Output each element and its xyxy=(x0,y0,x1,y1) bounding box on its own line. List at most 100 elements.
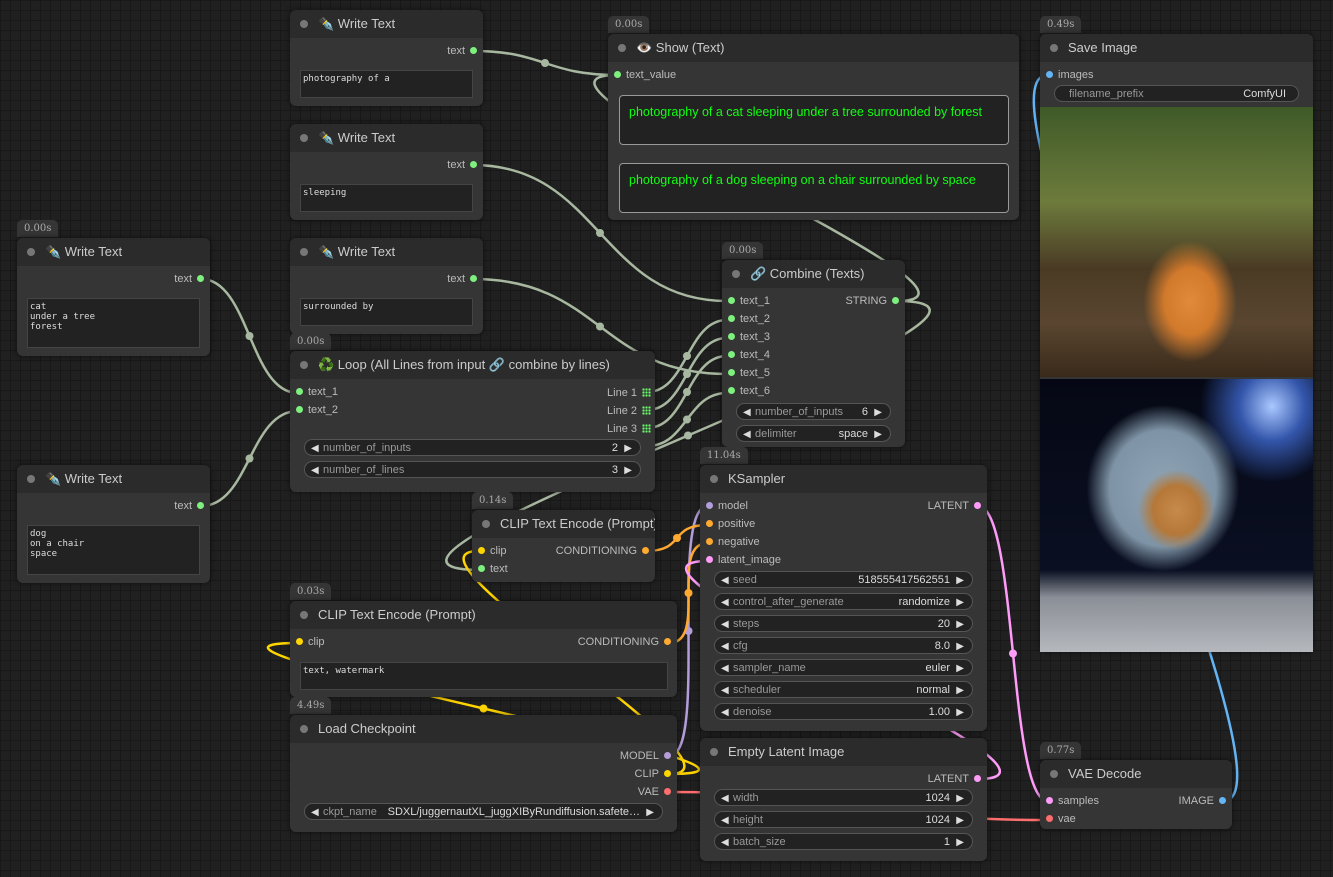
widget-steps[interactable]: ◀ ▶ steps 20 xyxy=(714,615,973,632)
widget-width[interactable]: ◀ ▶ width 1024 xyxy=(714,789,973,806)
list-output-icon[interactable] xyxy=(642,406,651,415)
arrow-right-icon[interactable]: ▶ xyxy=(624,443,632,454)
node-title-bar[interactable]: ✒️ Write Text xyxy=(290,10,483,38)
arrow-left-icon[interactable]: ◀ xyxy=(721,793,729,804)
slot-dot-icon[interactable] xyxy=(470,161,477,168)
node-title-bar[interactable]: ✒️ Write Text xyxy=(290,124,483,152)
slot-dot-icon[interactable] xyxy=(974,775,981,782)
slot-dot-icon[interactable] xyxy=(728,297,735,304)
wire-midpoint-handle[interactable] xyxy=(596,322,604,331)
slot-dot-icon[interactable] xyxy=(296,406,303,413)
node-loop[interactable]: ♻️ Loop (All Lines from input 🔗 combine … xyxy=(290,351,655,492)
slot-dot-icon[interactable] xyxy=(728,369,735,376)
node-title-bar[interactable]: ✒️ Write Text xyxy=(17,465,210,493)
node-show[interactable]: 👁️ Show (Text) text_value photography of a… xyxy=(608,34,1019,220)
wire-midpoint-handle[interactable] xyxy=(245,332,254,340)
slot-dot-icon[interactable] xyxy=(1219,797,1226,804)
widget-control-after-generate[interactable]: ◀ ▶ control_after_generate randomize xyxy=(714,593,973,610)
text-input[interactable]: surrounded by xyxy=(300,298,473,326)
slot-dot-icon[interactable] xyxy=(642,547,649,554)
widget-seed[interactable]: ◀ ▶ seed 518555417562551 xyxy=(714,571,973,588)
widget-filename-prefix[interactable]: filename_prefix ComfyUI xyxy=(1054,85,1299,102)
collapse-toggle-icon[interactable] xyxy=(300,248,308,256)
arrow-right-icon[interactable]: ▶ xyxy=(874,407,882,418)
slot-dot-icon[interactable] xyxy=(974,502,981,509)
node-title-bar[interactable]: ♻️ Loop (All Lines from input 🔗 combine … xyxy=(290,351,655,379)
node-wt5[interactable]: ✒️ Write Text text dog on a chair space xyxy=(17,465,210,583)
arrow-left-icon[interactable]: ◀ xyxy=(721,663,729,674)
node-title-bar[interactable]: 🔗 Combine (Texts) xyxy=(722,260,905,288)
input-slot-images[interactable]: images xyxy=(1040,66,1093,84)
output-slot-line-2[interactable]: Line 2 xyxy=(607,402,655,420)
wire-midpoint-handle[interactable] xyxy=(683,352,691,360)
node-wt3[interactable]: ✒️ Write Text text surrounded by xyxy=(290,238,483,334)
wire-midpoint-handle[interactable] xyxy=(684,431,692,440)
slot-dot-icon[interactable] xyxy=(197,275,204,282)
slot-dot-icon[interactable] xyxy=(478,547,485,554)
input-slot-text_6[interactable]: text_6 xyxy=(722,382,770,400)
widget-sampler-name[interactable]: ◀ ▶ sampler_name euler xyxy=(714,659,973,676)
list-output-icon[interactable] xyxy=(642,424,651,433)
text-input[interactable]: dog on a chair space xyxy=(27,525,200,575)
output-slot-conditioning[interactable]: CONDITIONING xyxy=(578,633,677,651)
input-slot-text_5[interactable]: text_5 xyxy=(722,364,770,382)
collapse-toggle-icon[interactable] xyxy=(618,44,626,52)
slot-dot-icon[interactable] xyxy=(728,315,735,322)
text-output-display[interactable]: photography of a cat sleeping under a tr… xyxy=(619,95,1009,145)
input-slot-model[interactable]: model xyxy=(700,497,748,515)
node-combine[interactable]: 🔗 Combine (Texts) STRING text_1 text_2 text_… xyxy=(722,260,905,447)
slot-dot-icon[interactable] xyxy=(728,333,735,340)
collapse-toggle-icon[interactable] xyxy=(27,475,35,483)
output-slot-line-1[interactable]: Line 1 xyxy=(607,384,655,402)
wire-midpoint-handle[interactable] xyxy=(684,589,693,597)
input-slot-clip[interactable]: clip xyxy=(290,633,325,651)
input-slot-text_1[interactable]: text_1 xyxy=(722,292,770,310)
output-slot-clip[interactable]: CLIP xyxy=(635,765,677,783)
output-slot-conditioning[interactable]: CONDITIONING xyxy=(556,542,655,560)
output-slot-string[interactable]: STRING xyxy=(845,292,905,310)
text-output-display[interactable]: photography of a dog sleeping on a chair… xyxy=(619,163,1009,213)
slot-dot-icon[interactable] xyxy=(706,538,713,545)
collapse-toggle-icon[interactable] xyxy=(710,475,718,483)
node-ksampler[interactable]: KSampler LATENT model positive negative laten… xyxy=(700,465,987,731)
wire-midpoint-handle[interactable] xyxy=(673,534,681,542)
arrow-left-icon[interactable]: ◀ xyxy=(721,815,729,826)
arrow-left-icon[interactable]: ◀ xyxy=(721,597,729,608)
slot-dot-icon[interactable] xyxy=(664,770,671,777)
wire-midpoint-handle[interactable] xyxy=(245,454,254,463)
slot-dot-icon[interactable] xyxy=(664,788,671,795)
slot-dot-icon[interactable] xyxy=(728,351,735,358)
input-slot-negative[interactable]: negative xyxy=(700,533,760,551)
node-vae[interactable]: VAE Decode IMAGE samples vae xyxy=(1040,760,1232,829)
arrow-right-icon[interactable]: ▶ xyxy=(956,707,964,718)
slot-dot-icon[interactable] xyxy=(706,556,713,563)
arrow-left-icon[interactable]: ◀ xyxy=(721,837,729,848)
slot-dot-icon[interactable] xyxy=(706,502,713,509)
widget-height[interactable]: ◀ ▶ height 1024 xyxy=(714,811,973,828)
slot-dot-icon[interactable] xyxy=(470,275,477,282)
collapse-toggle-icon[interactable] xyxy=(710,748,718,756)
node-wt4[interactable]: ✒️ Write Text text cat under a tree forest xyxy=(17,238,210,356)
collapse-toggle-icon[interactable] xyxy=(27,248,35,256)
arrow-right-icon[interactable]: ▶ xyxy=(956,641,964,652)
arrow-right-icon[interactable]: ▶ xyxy=(956,793,964,804)
input-slot-text_3[interactable]: text_3 xyxy=(722,328,770,346)
output-image-cat[interactable] xyxy=(1040,107,1313,377)
output-slot-text[interactable]: text xyxy=(447,270,483,288)
output-slot-text[interactable]: text xyxy=(174,270,210,288)
arrow-left-icon[interactable]: ◀ xyxy=(721,641,729,652)
node-title-bar[interactable]: ✒️ Write Text xyxy=(290,238,483,266)
slot-dot-icon[interactable] xyxy=(296,638,303,645)
output-slot-latent[interactable]: LATENT xyxy=(928,770,987,788)
arrow-right-icon[interactable]: ▶ xyxy=(956,619,964,630)
output-slot-image[interactable]: IMAGE xyxy=(1179,792,1232,810)
arrow-left-icon[interactable]: ◀ xyxy=(311,465,319,476)
arrow-left-icon[interactable]: ◀ xyxy=(721,685,729,696)
node-title-bar[interactable]: CLIP Text Encode (Prompt) xyxy=(472,510,655,538)
wire-midpoint-handle[interactable] xyxy=(683,388,691,396)
input-slot-clip[interactable]: clip xyxy=(472,542,507,560)
widget-number-of-inputs[interactable]: ◀ ▶ number_of_inputs 6 xyxy=(736,403,891,420)
node-ckpt[interactable]: Load Checkpoint MODEL CLIP VAE ◀ ▶ ckpt_name SD… xyxy=(290,715,677,832)
node-title-bar[interactable]: Save Image xyxy=(1040,34,1313,62)
node-title-bar[interactable]: 👁️ Show (Text) xyxy=(608,34,1019,62)
